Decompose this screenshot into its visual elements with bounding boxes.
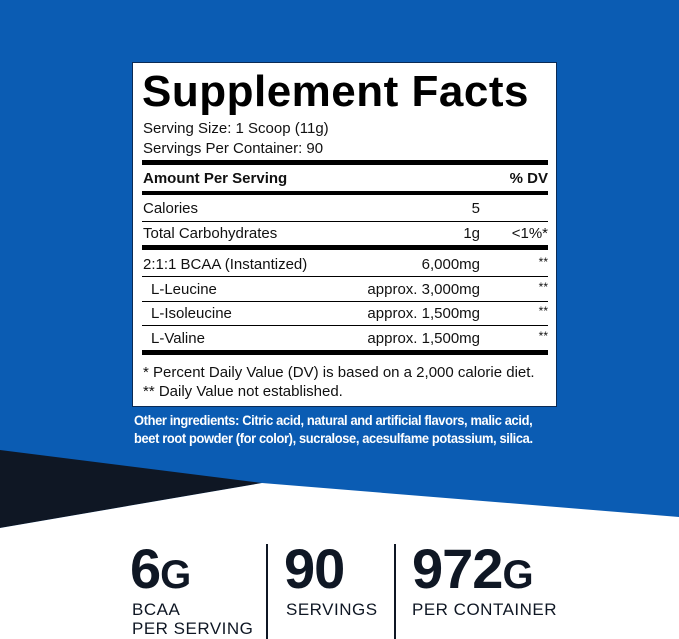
row-dv: <1%* [511, 225, 548, 242]
row-name: Total Carbohydrates [143, 225, 278, 242]
label-title: Supplement Facts [142, 67, 529, 116]
row-name: L-Isoleucine [151, 305, 232, 322]
stat-divider [394, 544, 396, 639]
divider [142, 191, 548, 195]
stat-bcaa-value: 6G [130, 537, 191, 600]
divider [142, 325, 548, 326]
divider [142, 221, 548, 222]
stat-bcaa-label: BCAA PER SERVING [132, 600, 254, 638]
white-area [0, 483, 679, 639]
row-dv: ** [538, 304, 548, 318]
servings-per-container: Servings Per Container: 90 [143, 140, 324, 157]
row-amount: 6,000mg [421, 256, 480, 273]
row-amount: approx. 1,500mg [367, 305, 480, 322]
stat-container-value: 972G [412, 537, 534, 600]
row-dv: ** [538, 280, 548, 294]
divider [142, 276, 548, 277]
footnote-dv: * Percent Daily Value (DV) is based on a… [143, 364, 535, 381]
other-ingredients-line1: Other ingredients: Citric acid, natural … [134, 412, 533, 428]
dark-wedge [0, 450, 262, 528]
divider [142, 160, 548, 165]
stat-servings-label: SERVINGS [286, 600, 378, 619]
row-name: 2:1:1 BCAA (Instantized) [143, 256, 308, 273]
other-ingredients-line2: beet root powder (for color), sucralose,… [134, 430, 533, 446]
footnote-not-established: ** Daily Value not established. [143, 383, 343, 400]
divider [142, 245, 548, 250]
supplement-facts-label: Supplement Facts Serving Size: 1 Scoop (… [132, 62, 557, 407]
header-dv: % DV [509, 170, 548, 187]
row-amount: 1g [463, 225, 480, 242]
divider [142, 350, 548, 355]
row-dv: ** [538, 255, 548, 269]
stat-divider [266, 544, 268, 639]
divider [142, 301, 548, 302]
row-name: L-Leucine [151, 281, 217, 298]
header-amount: Amount Per Serving [143, 170, 288, 187]
row-name: L-Valine [151, 330, 205, 347]
stat-servings-value: 90 [284, 537, 345, 600]
stat-container-label: PER CONTAINER [412, 600, 558, 619]
row-amount: 5 [471, 200, 480, 217]
serving-size: Serving Size: 1 Scoop (11g) [143, 120, 329, 137]
row-name: Calories [143, 200, 199, 217]
row-amount: approx. 1,500mg [367, 330, 480, 347]
row-dv: ** [538, 329, 548, 343]
row-amount: approx. 3,000mg [367, 281, 480, 298]
